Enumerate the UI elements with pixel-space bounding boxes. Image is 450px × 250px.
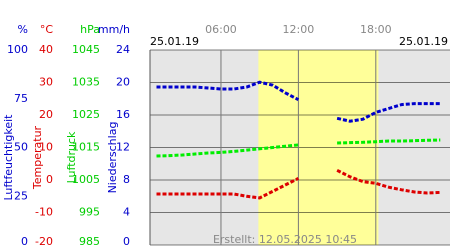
y-tick-label: 12 (116, 141, 130, 154)
y-tick-label: 0 (123, 235, 130, 248)
y-tick-label: 1005 (72, 173, 100, 186)
axis-unit: °C (40, 23, 54, 36)
x-tick-label: 06:00 (205, 23, 237, 36)
y-tick-label: 25 (14, 189, 28, 202)
axis-label: Temperatur (31, 125, 44, 190)
y-tick-label: -10 (35, 206, 53, 219)
series-line (156, 138, 441, 158)
y-tick-label: 8 (123, 173, 130, 186)
y-tick-label: 16 (116, 108, 130, 121)
x-tick-label: 12:00 (283, 23, 315, 36)
axis-label: Luftfeuchtigkeit (2, 114, 15, 201)
y-tick-label: 1035 (72, 76, 100, 89)
y-tick-label: 10 (39, 141, 53, 154)
series-line (156, 168, 441, 200)
y-tick-label: 40 (39, 43, 53, 56)
y-tick-label: 20 (39, 108, 53, 121)
y-tick-label: 1045 (72, 43, 100, 56)
y-tick-label: 0 (46, 173, 53, 186)
y-tick-label: 1025 (72, 108, 100, 121)
axis-unit: hPa (80, 23, 100, 36)
y-tick-label: 30 (39, 76, 53, 89)
created-note: Erstellt: 12.05.2025 10:45 (213, 233, 357, 246)
y-tick-label: 995 (79, 206, 100, 219)
y-tick-label: 20 (116, 76, 130, 89)
y-tick-label: 4 (123, 206, 130, 219)
x-tick-label: 18:00 (360, 23, 392, 36)
y-tick-label: 50 (14, 141, 28, 154)
date-label-left: 25.01.19 (150, 35, 199, 48)
axis-label: Niederschlag (106, 122, 119, 194)
date-label-right: 25.01.19 (399, 35, 448, 48)
y-tick-label: -20 (35, 235, 53, 248)
y-tick-label: 985 (79, 235, 100, 248)
y-tick-label: 24 (116, 43, 130, 56)
axis-unit: % (18, 23, 28, 36)
y-tick-label: 100 (7, 43, 28, 56)
axis-label: Luftdruck (65, 131, 78, 183)
y-tick-label: 75 (14, 92, 28, 105)
axis-unit: mm/h (98, 23, 130, 36)
y-tick-label: 1015 (72, 141, 100, 154)
y-tick-label: 0 (21, 235, 28, 248)
series-line (156, 80, 441, 123)
